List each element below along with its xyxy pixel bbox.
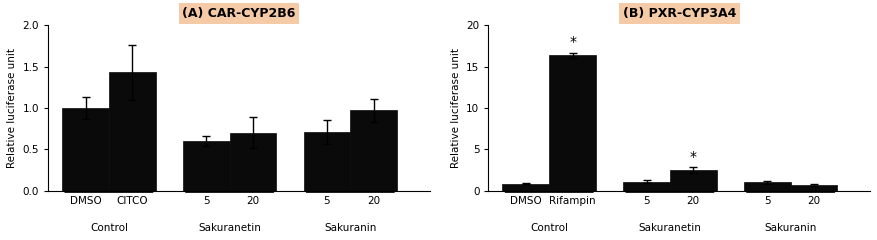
Text: *: * (569, 35, 576, 49)
Bar (62, 108, 109, 191)
Y-axis label: Relative luciferase unit: Relative luciferase unit (7, 48, 17, 168)
Text: Sakuranin: Sakuranin (324, 223, 376, 233)
Bar (183, 141, 230, 191)
Bar (230, 133, 276, 191)
Text: Sakuranetin: Sakuranetin (638, 223, 702, 233)
Y-axis label: Relative luciferase unit: Relative luciferase unit (451, 48, 460, 168)
Text: Sakuranetin: Sakuranetin (198, 223, 261, 233)
Bar (791, 185, 838, 191)
Bar (744, 182, 791, 191)
Bar (303, 132, 350, 191)
Bar (670, 170, 717, 191)
Bar (549, 55, 595, 191)
Text: Control: Control (531, 223, 568, 233)
Text: Sakuranin: Sakuranin (765, 223, 816, 233)
Bar (350, 110, 397, 191)
Bar (624, 181, 670, 191)
Bar (109, 72, 155, 191)
Bar (503, 184, 549, 191)
Title: (A) CAR-CYP2B6: (A) CAR-CYP2B6 (182, 7, 296, 20)
Text: Control: Control (90, 223, 128, 233)
Text: *: * (690, 150, 696, 164)
Title: (B) PXR-CYP3A4: (B) PXR-CYP3A4 (623, 7, 736, 20)
